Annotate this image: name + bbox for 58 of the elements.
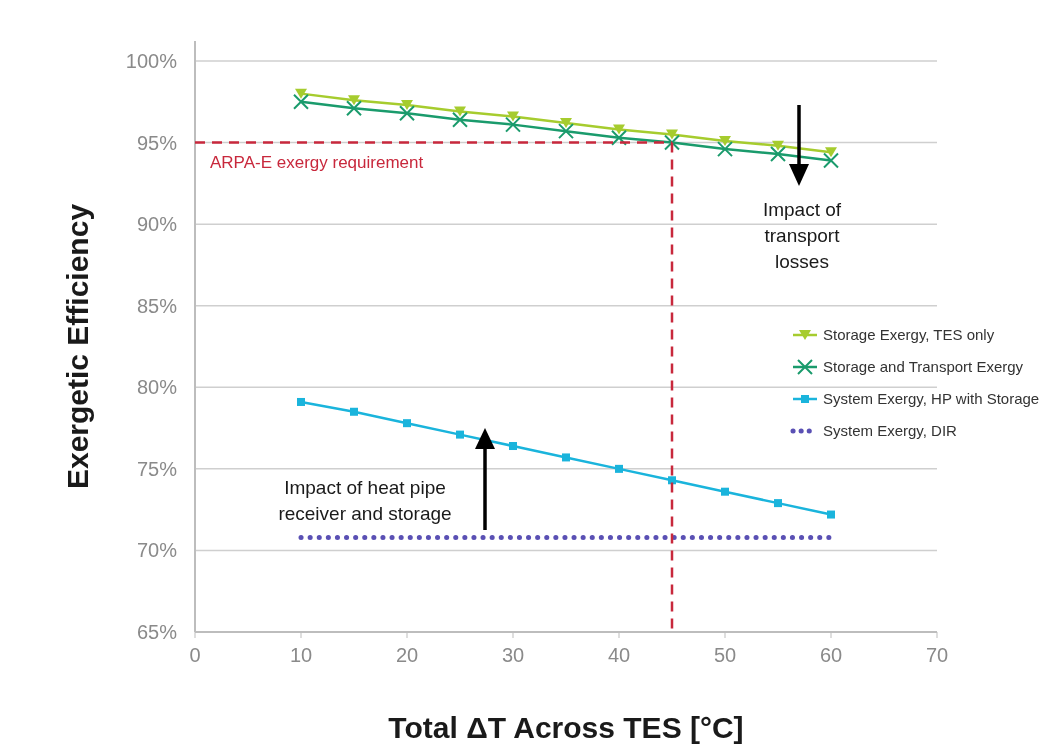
point [505, 116, 521, 133]
point [560, 117, 572, 128]
x-tick-label: 50 [713, 644, 737, 666]
point [401, 100, 413, 111]
point [613, 124, 625, 135]
point [507, 111, 519, 122]
point [456, 430, 464, 439]
point [558, 123, 574, 140]
point [562, 453, 570, 462]
y-tick-label: 65% [136, 621, 178, 643]
point [770, 145, 786, 162]
point [823, 152, 839, 169]
annotation: Impact of transport losses [762, 199, 842, 272]
y-tick-label: 85% [136, 294, 178, 317]
x-tick-label: 0 [189, 644, 201, 666]
point [454, 106, 466, 117]
y-tick-label: 95% [136, 131, 178, 154]
x-tick-label: 10 [289, 644, 313, 666]
x-tick-label: 70 [925, 644, 949, 666]
point [827, 510, 835, 519]
point [666, 129, 678, 140]
y-tick-label: 70% [136, 539, 178, 562]
point [346, 100, 362, 117]
point [611, 129, 627, 146]
point [668, 476, 676, 485]
point [452, 111, 468, 128]
point [615, 464, 623, 473]
y-tick-label: 90% [136, 213, 178, 236]
annotation: Impact of heat pipe receiver and storage [278, 477, 452, 524]
y-tick-label: 100% [125, 50, 178, 72]
point [717, 141, 733, 158]
x-tick-label: 60 [819, 644, 843, 666]
point [348, 95, 360, 106]
legend-label: System Exergy, HP with Storage [823, 390, 1040, 408]
x-tick-label: 20 [395, 644, 419, 666]
point [825, 147, 837, 158]
y-axis-title: Exergetic Efficiency [61, 203, 94, 490]
point [509, 442, 517, 451]
ref-line-label: ARPA-E exergy requirement [210, 152, 424, 172]
legend-label: System Exergy, DIR [823, 422, 958, 440]
legend-label: Storage Exergy, TES only [823, 326, 995, 344]
y-tick-label: 80% [136, 376, 178, 399]
point [721, 487, 729, 496]
point [772, 140, 784, 151]
point [399, 105, 415, 122]
point [293, 93, 309, 110]
x-axis-title: Total ΔT Across TES [°C] [388, 711, 744, 744]
point [350, 407, 358, 416]
x-tick-label: 40 [607, 644, 631, 666]
point [719, 135, 731, 146]
legend-label: Storage and Transport Exergy [823, 358, 1024, 376]
point [664, 134, 680, 151]
point [403, 419, 411, 428]
point [774, 499, 782, 508]
y-tick-label: 75% [136, 457, 178, 480]
point [295, 88, 307, 99]
x-tick-label: 30 [501, 644, 525, 666]
point [297, 397, 305, 406]
